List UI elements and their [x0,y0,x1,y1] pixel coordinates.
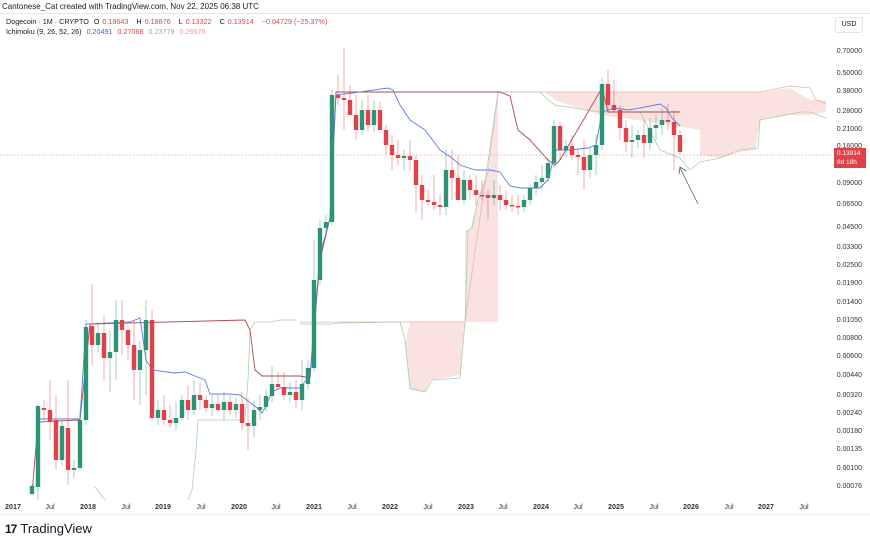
price-tick: 0.02500 [836,262,862,269]
price-tick: 0.00600 [836,353,862,360]
time-tick: Jul [196,502,206,511]
time-tick: 2019 [155,502,171,511]
price-tick: 0.06500 [836,201,862,208]
time-tick: Jul [799,502,809,511]
time-tick: Jul [45,502,55,511]
time-tick: 2025 [608,502,624,511]
chart-credit: Cantonese_Cat created with TradingView.c… [2,2,259,11]
tradingview-wordmark: TradingView [20,521,92,536]
high-value: 0.18876 [144,17,171,26]
last-price: 0.13914 [837,150,861,157]
annotation-arrow [679,167,699,205]
change-value: −0.04729 (−25.37%) [261,17,328,26]
price-tick: 0.00100 [836,465,862,472]
tradingview-logo: 17 TradingView [5,521,92,536]
currency-button[interactable]: USD [835,17,863,33]
time-tick: 2027 [758,502,774,511]
time-tick: 2026 [683,502,699,511]
price-tick: 0.00076 [836,483,862,490]
symbol-title[interactable]: Dogecoin · 1M · CRYPTO [6,17,89,26]
symbol-row: Dogecoin · 1M · CRYPTO O 0.18643 H 0.18876… [6,17,328,26]
senkou-a-value: 0.23779 [148,27,175,36]
chart-legend: Dogecoin · 1M · CRYPTO O 0.18643 H 0.18876… [6,17,330,37]
price-tick: 0.16000 [836,143,862,150]
time-tick: Jul [724,502,734,511]
price-tick: 0.28000 [836,108,862,115]
price-tick: 0.00240 [836,410,862,417]
chart-frame [0,13,870,514]
price-tick: 0.01900 [836,280,862,287]
price-tick: 0.70000 [836,48,862,55]
tenkan-value: 0.20491 [86,27,113,36]
indicator-title[interactable]: Ichimoku (9, 26, 52, 26) [6,27,82,36]
time-tick: Jul [498,502,508,511]
time-tick: Jul [649,502,659,511]
time-tick: 2021 [306,502,322,511]
time-tick: 2024 [533,502,549,511]
price-tick: 0.00440 [836,372,862,379]
price-tick: 0.04500 [836,224,862,231]
time-tick: Jul [121,502,131,511]
senkou-b-value: 0.26676 [179,27,206,36]
close-value: 0.13914 [227,17,254,26]
price-tick: 0.00320 [836,392,862,399]
indicator-row: Ichimoku (9, 26, 52, 26) 0.20491 0.27068… [6,27,330,37]
price-tick: 0.00800 [836,335,862,342]
tradingview-logo-icon: 17 [5,521,17,536]
price-tick: 0.00135 [836,446,862,453]
time-tick: Jul [573,502,583,511]
price-tick: 0.38000 [836,88,862,95]
price-tick: 0.09000 [836,180,862,187]
low-value: 0.13322 [185,17,212,26]
price-tick: 0.01400 [836,299,862,306]
footer-divider [0,514,870,515]
price-tick: 0.00180 [836,428,862,435]
time-tick: 2017 [5,502,21,511]
time-tick: Jul [271,502,281,511]
open-value: 0.18643 [102,17,129,26]
time-tick: 2022 [382,502,398,511]
time-tick: Jul [347,502,357,511]
time-tick: Jul [423,502,433,511]
time-tick: 2023 [458,502,474,511]
price-tick: 0.21000 [836,126,862,133]
price-tick: 0.01050 [836,317,862,324]
kijun-value: 0.27068 [117,27,144,36]
time-tick: 2020 [231,502,247,511]
kumo-cloud [300,88,826,322]
last-price-tag: 0.13914 8d 18h [834,148,866,168]
price-tick: 0.50000 [836,70,862,77]
time-tick: 2018 [80,502,96,511]
bar-countdown: 8d 18h [837,159,857,166]
price-tick: 0.03300 [836,244,862,251]
